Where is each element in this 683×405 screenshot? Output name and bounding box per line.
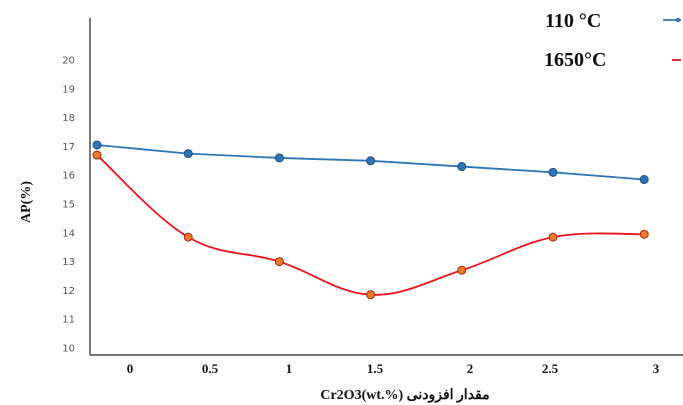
x-tick-label: 2.5 <box>542 361 559 376</box>
legend-label-1650c: 1650°C <box>544 49 606 71</box>
data-point <box>183 149 193 159</box>
x-tick-label: 0 <box>127 361 134 376</box>
data-point <box>457 162 467 172</box>
data-point <box>457 265 467 275</box>
series-line-1 <box>96 154 645 296</box>
x-tick-label: 1.5 <box>367 361 384 376</box>
x-axis-label: Cr2O3(wt.%) مقدار افزودنی <box>320 388 489 403</box>
data-point <box>548 167 558 177</box>
legend: 110 °C 1650°C <box>544 10 681 71</box>
y-tick-label: 16 <box>62 171 75 182</box>
y-tick-label: 13 <box>62 257 75 268</box>
x-tick-label: 3 <box>653 361 660 376</box>
legend-dot-110c <box>675 17 681 23</box>
y-tick-labels: 10 11 12 13 14 15 16 17 18 19 20 <box>62 56 75 355</box>
data-point <box>548 232 558 242</box>
data-point <box>366 290 376 300</box>
data-point <box>183 232 193 242</box>
y-tick-label: 19 <box>62 84 75 95</box>
x-tick-labels: 0 0.5 1 1.5 2 2.5 3 <box>127 361 660 376</box>
x-tick-label: 0.5 <box>202 361 219 376</box>
legend-marker-110c <box>663 17 681 23</box>
y-tick-label: 20 <box>62 56 75 67</box>
y-tick-label: 10 <box>62 344 75 355</box>
plot-area <box>92 140 649 300</box>
data-point <box>274 257 284 267</box>
y-tick-label: 15 <box>62 200 75 211</box>
data-point <box>92 150 102 160</box>
data-point <box>639 175 649 185</box>
y-axis-label: AP(%) <box>19 181 34 223</box>
data-point <box>366 156 376 166</box>
legend-label-110c: 110 °C <box>545 10 601 32</box>
y-tick-label: 11 <box>62 315 75 326</box>
data-point <box>274 153 284 163</box>
y-tick-label: 17 <box>62 142 75 153</box>
y-tick-label: 18 <box>62 113 75 124</box>
y-tick-label: 12 <box>62 286 75 297</box>
data-point <box>92 140 102 150</box>
data-point <box>639 229 649 239</box>
x-tick-label: 1 <box>286 361 293 376</box>
chart-axes <box>89 18 683 356</box>
y-tick-label: 14 <box>62 228 75 239</box>
x-tick-label: 2 <box>467 361 474 376</box>
